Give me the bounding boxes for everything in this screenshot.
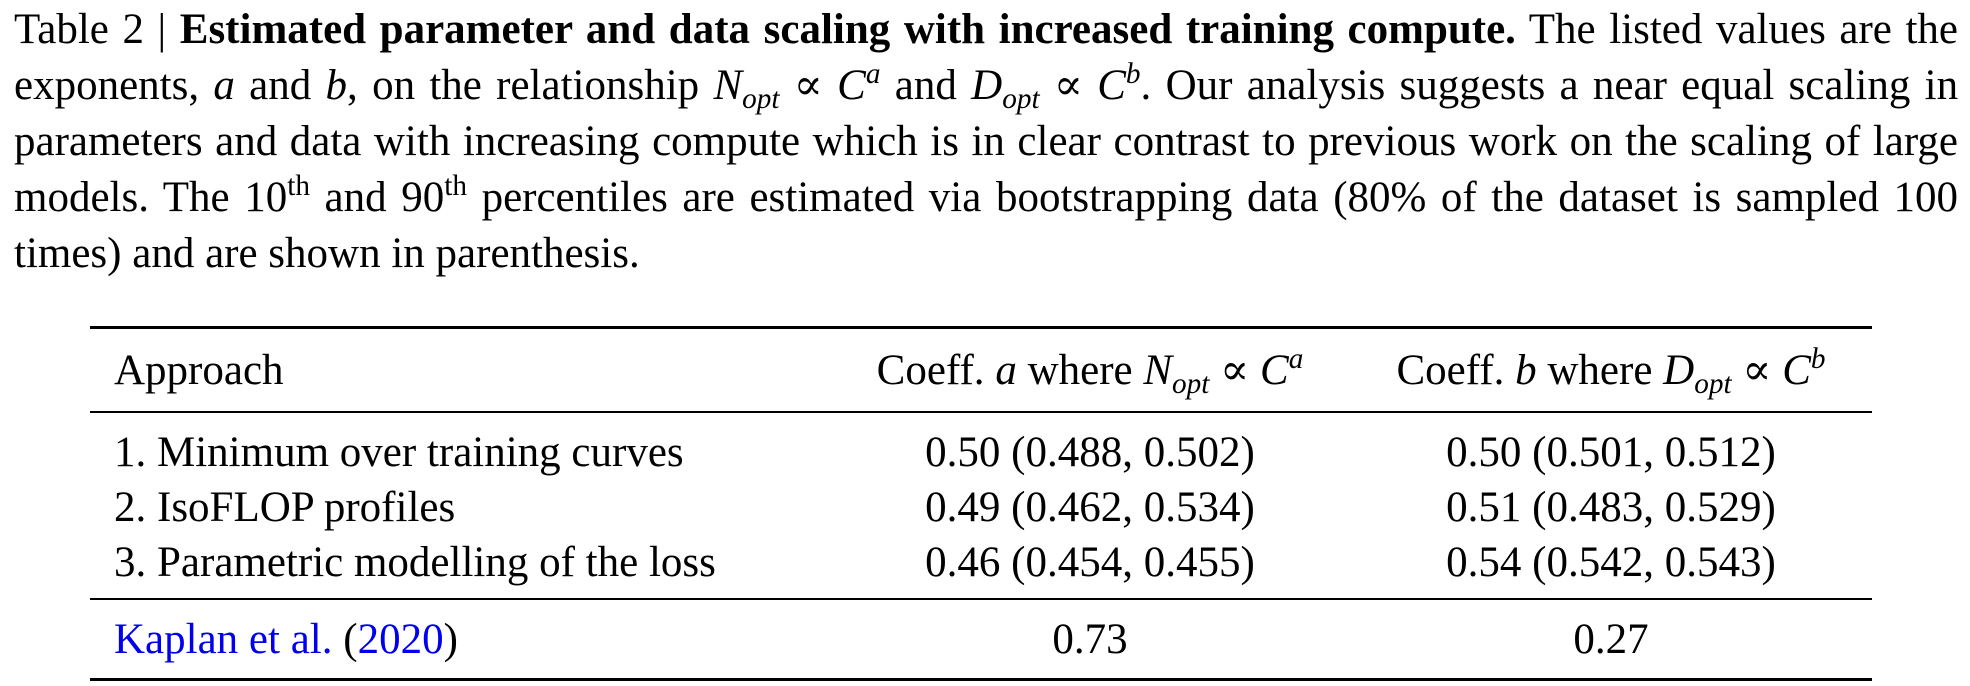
reference-row: Kaplan et al. (2020) 0.73 0.27 bbox=[90, 600, 1872, 678]
header-coeff-b: Coeff. b where Dopt ∝ Cb bbox=[1396, 342, 1826, 400]
cell-approach: 1. Minimum over training curves bbox=[114, 429, 684, 476]
mid-rule bbox=[90, 598, 1872, 600]
cell-coeff-b: 0.54 (0.542, 0.543) bbox=[1446, 539, 1776, 586]
scaling-table: Approach Coeff. a where Nopt ∝ Ca Coeff.… bbox=[90, 326, 1872, 681]
cell-coeff-a: 0.73 bbox=[1052, 615, 1128, 663]
table-row: 1. Minimum over training curves 0.50 (0.… bbox=[90, 425, 1872, 480]
cell-approach: 3. Parametric modelling of the loss bbox=[114, 539, 716, 586]
caption-title: Estimated parameter and data scaling wit… bbox=[179, 6, 1516, 53]
table-row: 2. IsoFLOP profiles 0.49 (0.462, 0.534) … bbox=[90, 480, 1872, 535]
cell-coeff-b: 0.27 bbox=[1573, 615, 1649, 663]
cell-coeff-a: 0.46 (0.454, 0.455) bbox=[925, 539, 1255, 586]
citation-year-link[interactable]: 2020 bbox=[357, 615, 444, 663]
cell-coeff-b: 0.50 (0.501, 0.512) bbox=[1446, 429, 1776, 476]
header-approach: Approach bbox=[114, 346, 284, 394]
cell-coeff-a: 0.50 (0.488, 0.502) bbox=[925, 429, 1255, 476]
citation-author-link[interactable]: Kaplan et al. bbox=[114, 615, 333, 663]
bottom-rule bbox=[90, 678, 1872, 681]
cell-coeff-a: 0.49 (0.462, 0.534) bbox=[925, 484, 1255, 531]
header-coeff-a: Coeff. a where Nopt ∝ Ca bbox=[876, 342, 1304, 400]
header-rule bbox=[90, 411, 1872, 413]
table-row: 3. Parametric modelling of the loss 0.46… bbox=[90, 535, 1872, 590]
table-caption: Table 2 | Estimated parameter and data s… bbox=[14, 6, 1959, 277]
cell-coeff-b: 0.51 (0.483, 0.529) bbox=[1446, 484, 1776, 531]
formula-d: Dopt ∝ Cb bbox=[971, 57, 1141, 115]
caption-label: Table 2 | bbox=[14, 6, 167, 53]
table-header-row: Approach Coeff. a where Nopt ∝ Ca Coeff.… bbox=[90, 329, 1872, 411]
formula-n: Nopt ∝ Ca bbox=[713, 57, 881, 115]
cell-reference: Kaplan et al. (2020) bbox=[114, 615, 458, 663]
table-body: 1. Minimum over training curves 0.50 (0.… bbox=[90, 413, 1872, 598]
cell-approach: 2. IsoFLOP profiles bbox=[114, 484, 456, 531]
top-rule bbox=[90, 326, 1872, 329]
